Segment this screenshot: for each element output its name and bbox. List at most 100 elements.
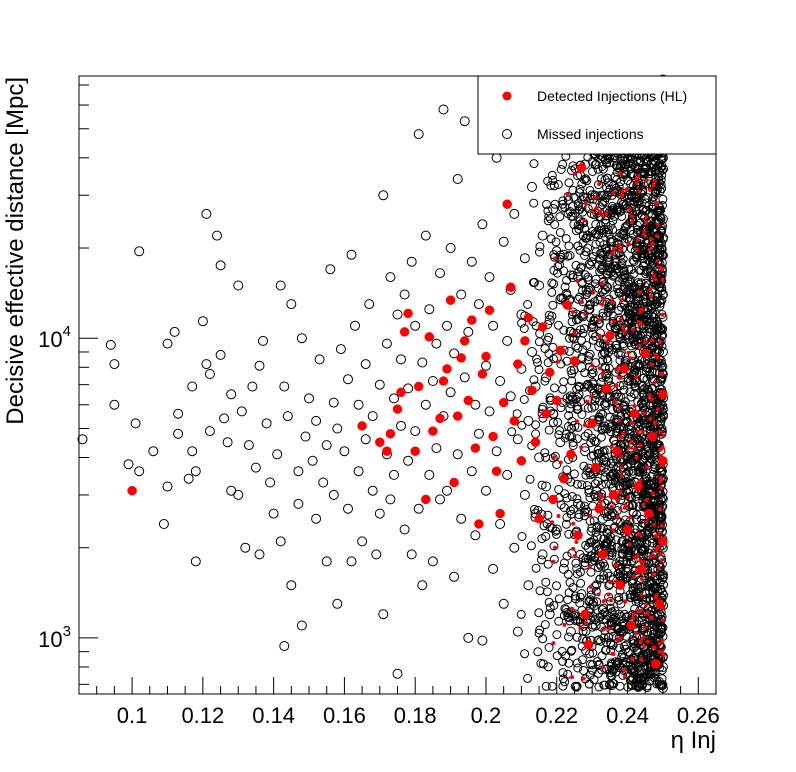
missed-point bbox=[431, 338, 442, 349]
missed-point bbox=[123, 459, 134, 470]
dense-point bbox=[589, 322, 599, 332]
dense-point bbox=[557, 203, 567, 213]
dense-point bbox=[615, 320, 624, 330]
dense-point bbox=[640, 249, 650, 259]
missed-point bbox=[466, 256, 477, 267]
dense-detected-point bbox=[638, 558, 643, 563]
missed-point bbox=[187, 381, 198, 392]
dense-point bbox=[587, 551, 597, 561]
dense-point bbox=[562, 288, 571, 298]
dense-detected-point bbox=[661, 433, 666, 438]
dense-detected-point bbox=[660, 445, 665, 450]
dense-point bbox=[581, 285, 591, 295]
missed-point bbox=[134, 246, 145, 257]
dense-detected-point bbox=[619, 193, 624, 198]
missed-point bbox=[548, 204, 559, 214]
y-tick-base: 10 bbox=[38, 327, 62, 352]
dense-point bbox=[616, 612, 626, 621]
dense-point bbox=[608, 318, 618, 328]
missed-point bbox=[158, 519, 169, 529]
missed-point bbox=[325, 264, 336, 275]
dense-point bbox=[619, 228, 629, 238]
dense-point bbox=[600, 175, 610, 184]
dense-point bbox=[580, 368, 590, 378]
dense-point bbox=[540, 448, 550, 458]
dense-point bbox=[609, 435, 619, 445]
dense-point bbox=[544, 643, 554, 652]
legend-label-detected: Detected Injections (HL) bbox=[537, 88, 687, 104]
dense-detected-point bbox=[629, 420, 634, 425]
missed-point bbox=[233, 489, 244, 500]
dense-point bbox=[558, 681, 568, 691]
detected-point bbox=[382, 446, 392, 456]
dense-point bbox=[649, 498, 658, 508]
detected-point bbox=[495, 508, 505, 519]
dense-point bbox=[628, 507, 638, 517]
dense-point bbox=[606, 532, 615, 542]
missed-point bbox=[473, 428, 484, 439]
missed-point bbox=[544, 609, 555, 620]
detected-point bbox=[459, 336, 470, 346]
dense-point bbox=[657, 674, 667, 684]
dense-point bbox=[572, 479, 582, 489]
missed-point bbox=[254, 360, 265, 371]
dense-point bbox=[578, 231, 588, 241]
legend-label-missed: Missed injections bbox=[537, 126, 644, 142]
missed-point bbox=[491, 152, 502, 163]
detected-point bbox=[428, 426, 438, 436]
missed-point bbox=[534, 452, 545, 463]
dense-point bbox=[657, 503, 667, 513]
dense-point bbox=[588, 329, 598, 339]
dense-point bbox=[599, 603, 609, 613]
missed-point bbox=[339, 446, 350, 457]
dense-point bbox=[555, 260, 564, 270]
dense-point bbox=[655, 617, 665, 627]
dense-point bbox=[594, 660, 604, 670]
detected-point bbox=[491, 466, 502, 476]
dense-point bbox=[558, 384, 568, 394]
dense-detected-point bbox=[597, 209, 602, 214]
dense-detected-point bbox=[654, 234, 659, 238]
missed-point bbox=[519, 253, 530, 264]
dense-point bbox=[571, 309, 581, 319]
missed-point bbox=[537, 549, 548, 560]
dense-point bbox=[533, 647, 543, 657]
dense-point bbox=[535, 625, 545, 635]
detected-point bbox=[410, 446, 420, 456]
detected-point bbox=[573, 530, 583, 541]
dense-point bbox=[609, 614, 619, 624]
dense-point bbox=[640, 395, 650, 405]
dense-point bbox=[637, 681, 647, 690]
dense-point bbox=[644, 443, 654, 453]
dense-detected-point bbox=[600, 302, 605, 307]
missed-point bbox=[204, 369, 215, 379]
detected-point bbox=[601, 383, 612, 394]
dense-point bbox=[601, 398, 611, 408]
dense-detected-point bbox=[642, 411, 647, 416]
dense-point bbox=[546, 234, 556, 244]
dense-detected-point bbox=[654, 533, 659, 538]
dense-detected-point bbox=[556, 514, 561, 518]
dense-detected-point bbox=[597, 366, 602, 371]
missed-point bbox=[470, 530, 481, 541]
dense-point bbox=[597, 605, 607, 615]
dense-point bbox=[558, 159, 568, 169]
dense-point bbox=[606, 640, 616, 649]
dense-point bbox=[589, 388, 599, 398]
dense-detected-point bbox=[638, 639, 643, 644]
dense-point bbox=[573, 241, 583, 251]
dense-point bbox=[520, 649, 530, 659]
dense-detected-point bbox=[598, 500, 603, 504]
dense-detected-point bbox=[596, 317, 601, 322]
detected-point bbox=[658, 389, 668, 400]
dense-point bbox=[550, 383, 559, 393]
detected-point bbox=[357, 421, 367, 431]
missed-point bbox=[410, 320, 421, 331]
dense-detected-point bbox=[660, 277, 665, 282]
missed-point bbox=[367, 411, 378, 422]
dense-point bbox=[582, 481, 592, 491]
dense-point bbox=[653, 440, 663, 450]
detected-point bbox=[399, 327, 410, 337]
dense-point bbox=[630, 315, 640, 325]
dense-detected-point bbox=[628, 515, 632, 520]
